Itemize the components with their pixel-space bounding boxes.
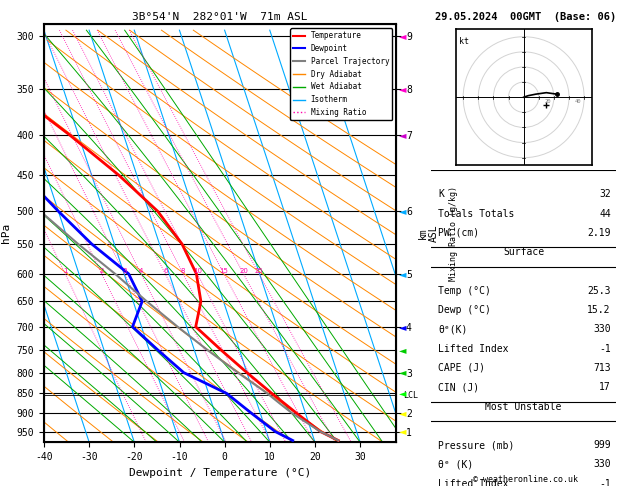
Text: 20: 20 — [545, 99, 551, 104]
Text: 25.3: 25.3 — [587, 286, 611, 296]
Y-axis label: hPa: hPa — [1, 223, 11, 243]
Text: Lifted Index: Lifted Index — [438, 344, 509, 354]
Text: Temp (°C): Temp (°C) — [438, 286, 491, 296]
Text: θᵉ(K): θᵉ(K) — [438, 325, 468, 334]
Text: 40: 40 — [575, 99, 582, 104]
Text: 15: 15 — [220, 268, 228, 274]
Text: 1: 1 — [63, 268, 67, 274]
Legend: Temperature, Dewpoint, Parcel Trajectory, Dry Adiabat, Wet Adiabat, Isotherm, Mi: Temperature, Dewpoint, Parcel Trajectory… — [290, 28, 392, 120]
X-axis label: Dewpoint / Temperature (°C): Dewpoint / Temperature (°C) — [129, 468, 311, 478]
Text: ◄: ◄ — [399, 130, 407, 139]
Text: 44: 44 — [599, 208, 611, 219]
Text: Surface: Surface — [503, 247, 544, 257]
Text: 10: 10 — [193, 268, 202, 274]
Text: 713: 713 — [593, 363, 611, 373]
Text: LCL: LCL — [403, 391, 418, 400]
Text: K: K — [438, 190, 444, 199]
Text: ◄: ◄ — [399, 408, 407, 418]
Text: Lifted Index: Lifted Index — [438, 479, 509, 486]
Text: 6: 6 — [163, 268, 167, 274]
Text: 999: 999 — [593, 440, 611, 450]
Text: 330: 330 — [593, 325, 611, 334]
Text: -1: -1 — [599, 344, 611, 354]
Text: θᵉ (K): θᵉ (K) — [438, 459, 474, 469]
Text: -1: -1 — [599, 479, 611, 486]
Text: 2: 2 — [99, 268, 104, 274]
Text: ◄: ◄ — [399, 367, 407, 378]
Text: 2.19: 2.19 — [587, 228, 611, 238]
Text: ◄: ◄ — [399, 388, 407, 399]
Title: 3B°54'N  282°01'W  71m ASL: 3B°54'N 282°01'W 71m ASL — [132, 12, 308, 22]
Text: ◄: ◄ — [399, 322, 407, 332]
Text: 25: 25 — [255, 268, 264, 274]
Text: CIN (J): CIN (J) — [438, 382, 479, 392]
Text: Pressure (mb): Pressure (mb) — [438, 440, 515, 450]
Text: 32: 32 — [599, 190, 611, 199]
Text: 8: 8 — [181, 268, 186, 274]
Text: ◄: ◄ — [399, 206, 407, 216]
Text: ◄: ◄ — [399, 31, 407, 41]
Text: 17: 17 — [599, 382, 611, 392]
Text: © weatheronline.co.uk: © weatheronline.co.uk — [473, 474, 577, 484]
Text: 3: 3 — [122, 268, 126, 274]
Y-axis label: km
ASL: km ASL — [418, 225, 439, 242]
Text: Totals Totals: Totals Totals — [438, 208, 515, 219]
Text: 20: 20 — [239, 268, 248, 274]
Text: CAPE (J): CAPE (J) — [438, 363, 486, 373]
Text: Dewp (°C): Dewp (°C) — [438, 305, 491, 315]
Text: ◄: ◄ — [399, 427, 407, 436]
Text: ◄: ◄ — [399, 84, 407, 94]
Text: 330: 330 — [593, 459, 611, 469]
Text: 29.05.2024  00GMT  (Base: 06): 29.05.2024 00GMT (Base: 06) — [435, 12, 616, 22]
Text: Mixing Ratio (g/kg): Mixing Ratio (g/kg) — [449, 186, 458, 281]
Text: PW (cm): PW (cm) — [438, 228, 479, 238]
Text: kt: kt — [459, 37, 469, 46]
Text: ◄: ◄ — [399, 269, 407, 279]
Text: 15.2: 15.2 — [587, 305, 611, 315]
Text: Most Unstable: Most Unstable — [486, 401, 562, 412]
Text: ◄: ◄ — [399, 346, 407, 355]
Text: 4: 4 — [139, 268, 143, 274]
